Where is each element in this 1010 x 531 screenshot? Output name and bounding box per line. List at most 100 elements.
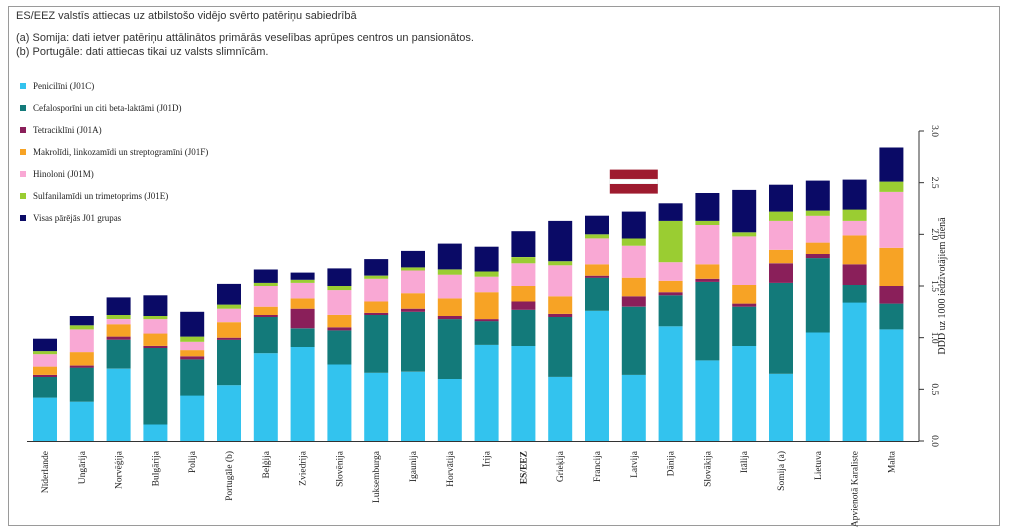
category-label: Luksemburga [372, 450, 382, 503]
bar-segment [33, 376, 57, 398]
legend-label: Tetraciklīni (J01A) [33, 125, 102, 135]
bar-segment [621, 277, 646, 297]
bar-segment [180, 350, 205, 357]
bar-segment [621, 245, 646, 278]
bar-segment [180, 341, 205, 351]
bar-segment [290, 272, 315, 280]
bar-segment [842, 209, 867, 221]
bar-segment [732, 236, 757, 285]
bar-segment [253, 353, 278, 441]
bar-segment [33, 338, 57, 352]
category-label: Ungārija [78, 450, 88, 484]
bar-segment [842, 179, 867, 210]
legend-swatch [20, 171, 26, 177]
bar-segment [474, 319, 499, 322]
bar-segment [511, 231, 536, 257]
bar-segment [180, 356, 205, 360]
bar-segment [69, 329, 94, 353]
bar-segment [143, 345, 168, 348]
bar-segment [401, 371, 425, 441]
y-axis: 0.0 0.5 1.0 1.5 2.0 2.5 3.0 DDD uz 1000 iedzīvo… [27, 125, 948, 447]
legend-swatch [20, 127, 26, 133]
bar-segment [180, 311, 205, 337]
bar-segment [33, 374, 57, 377]
bar-segment [658, 292, 683, 296]
bar-segment [180, 395, 205, 441]
legend-swatch [20, 215, 26, 221]
category-label: Portugāle (b) [224, 451, 235, 501]
bar-segment [253, 282, 278, 286]
category-label: Norvēģija [114, 450, 125, 489]
bar-segment [143, 348, 168, 425]
bar-segment [364, 259, 389, 276]
legend: Penicilīni (J01C) Cefalosporīni un citi b… [20, 81, 208, 223]
bar-segment [106, 368, 131, 441]
bar-segment [621, 306, 646, 375]
bar-segment [290, 298, 315, 309]
bar-segment [437, 316, 462, 320]
category-label: Bulgārija [151, 450, 161, 486]
bar-segment [364, 314, 389, 373]
bar-segment [217, 337, 241, 340]
bar-segment [364, 372, 389, 441]
bar-segment [253, 314, 278, 317]
category-label: Īrija [482, 450, 493, 467]
bar-segment [585, 264, 609, 276]
category-label: Beļģija [261, 450, 272, 478]
flag-stripe-middle [609, 178, 659, 185]
bar-segment [805, 258, 830, 333]
bar-segment [401, 311, 425, 372]
bar-segment [253, 317, 278, 354]
flag-stripe-bottom [609, 184, 658, 194]
y-tick-label: 3.0 [929, 125, 939, 137]
bar-segment [695, 278, 720, 282]
bar-segment [69, 316, 94, 326]
y-tick-label: 2.5 [929, 177, 939, 189]
bar-segment [364, 275, 389, 279]
bar-segment [879, 247, 904, 286]
bar-segment [842, 264, 867, 285]
chart-frame [8, 6, 1000, 526]
bar-segment [585, 215, 609, 235]
category-label: Polija [188, 450, 198, 473]
y-tick-label: 1.0 [929, 332, 939, 344]
bar-segment [769, 263, 793, 283]
bar-segment [69, 352, 94, 366]
bar-segment [180, 336, 205, 342]
bar-segment [327, 290, 352, 315]
bar-segment [143, 295, 168, 316]
bar-segment [511, 301, 536, 310]
legend-swatch [20, 149, 26, 155]
bar-segment [805, 332, 830, 441]
bar-segment [143, 319, 168, 334]
bar-segment [585, 310, 609, 441]
bar-segment [658, 220, 683, 263]
legend-swatch [20, 83, 26, 89]
bar-segment [33, 354, 57, 367]
bar-segment [253, 269, 278, 283]
bar-segment [585, 275, 609, 278]
bar-segment [769, 211, 793, 221]
bar-segment [143, 424, 168, 441]
bar-segment [69, 325, 94, 330]
bar-segment [732, 306, 757, 346]
category-label: Slovēnija [335, 450, 345, 487]
bar-segment [658, 326, 683, 441]
bar-segment [401, 270, 425, 294]
bar-segment [437, 298, 462, 316]
bar-segment [805, 215, 830, 243]
bar-segment [842, 220, 867, 236]
bar-segment [437, 274, 462, 299]
bar-segment [106, 319, 131, 325]
legend-swatch [20, 193, 26, 199]
bar-segment [290, 347, 315, 441]
bar-segment [511, 345, 536, 441]
bar-segment [290, 328, 315, 347]
bar-segment [732, 232, 757, 237]
legend-label: Hinoloni (J01M) [33, 169, 94, 179]
bar-segment [879, 303, 904, 330]
category-label: ES/EEZ [519, 451, 529, 484]
bar-segment [327, 327, 352, 331]
bar-segment [548, 261, 573, 266]
